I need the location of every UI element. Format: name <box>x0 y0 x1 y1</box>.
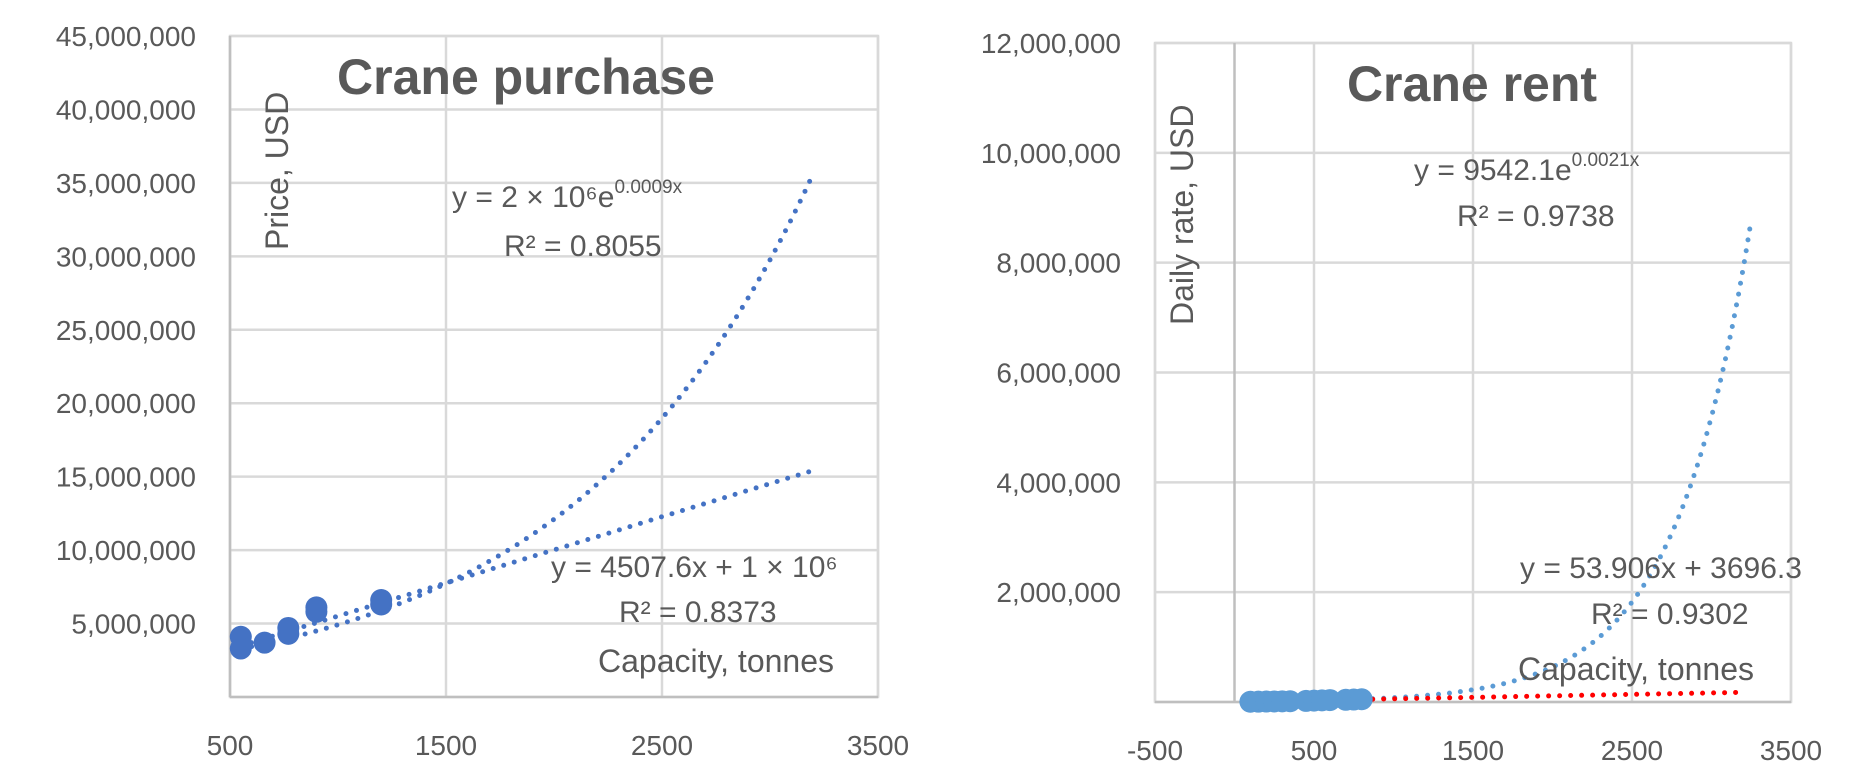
purchase-data-point <box>277 616 300 639</box>
rent-x-tick-label: 500 <box>1291 735 1338 766</box>
purchase-y-tick-label: 5,000,000 <box>71 609 196 640</box>
purchase-y-tick-label: 40,000,000 <box>56 94 196 125</box>
rent-x-tick-label: 3500 <box>1760 735 1822 766</box>
purchase-y-tick-label: 15,000,000 <box>56 462 196 493</box>
rent-data-point <box>1350 688 1373 711</box>
purchase-linear-equation: y = 4507.6x + 1 × 10⁶ <box>551 551 838 584</box>
purchase-data-points <box>229 589 393 660</box>
purchase-y-tick-label: 25,000,000 <box>56 315 196 346</box>
rent-y-tick-label: 2,000,000 <box>996 577 1121 608</box>
purchase-y-tick-label: 10,000,000 <box>56 535 196 566</box>
rent-linear-trendline <box>1359 689 1746 702</box>
purchase-exponential-trendline <box>238 171 816 652</box>
purchase-grid <box>228 34 880 697</box>
purchase-chart-title: Crane purchase <box>337 49 715 105</box>
purchase-x-tick-label: 500 <box>207 730 254 761</box>
purchase-x-axis-title: Capacity, tonnes <box>598 643 834 679</box>
purchase-data-point <box>253 631 276 654</box>
rent-data-point <box>1318 689 1341 712</box>
rent-y-tick-label: 4,000,000 <box>996 467 1121 498</box>
purchase-trendlines <box>238 171 816 652</box>
purchase-x-tick-label: 1500 <box>415 730 477 761</box>
rent-data-point <box>1279 690 1302 713</box>
rent-trendlines <box>1359 217 1754 702</box>
purchase-exp-r2: R² = 0.8055 <box>504 230 662 263</box>
purchase-exp-equation-base: y = 2 × 10⁶e <box>452 181 614 214</box>
rent-exp-equation-base: y = 9542.1e <box>1414 154 1572 187</box>
purchase-data-point <box>370 589 393 612</box>
rent-x-axis-title: Capacity, tonnes <box>1518 651 1754 687</box>
rent-y-tick-label: 12,000,000 <box>981 28 1121 59</box>
rent-chart-title: Crane rent <box>1347 56 1597 112</box>
purchase-exp-equation-exponent: 0.0009x <box>614 177 682 198</box>
purchase-plot-area <box>228 34 880 699</box>
crane-purchase-chart: 5,000,000 10,000,000 15,000,000 20,000,000 2… <box>56 21 909 761</box>
rent-y-axis-title: Daily rate, USD <box>1164 105 1200 326</box>
rent-exponential-trendline <box>1359 217 1754 702</box>
purchase-x-tick-label: 2500 <box>631 730 693 761</box>
purchase-linear-trendline <box>238 469 812 649</box>
rent-y-tick-label: 10,000,000 <box>981 138 1121 169</box>
purchase-y-tick-label: 30,000,000 <box>56 241 196 272</box>
purchase-tick-labels: 5,000,000 10,000,000 15,000,000 20,000,000 2… <box>56 21 909 761</box>
rent-linear-r2: R² = 0.9302 <box>1591 598 1749 631</box>
rent-data-points <box>1239 688 1373 713</box>
crane-rent-chart: 2,000,000 4,000,000 6,000,000 8,000,000 10,0… <box>981 28 1822 766</box>
purchase-y-tick-label: 45,000,000 <box>56 21 196 52</box>
purchase-x-tick-label: 3500 <box>847 730 909 761</box>
purchase-data-point <box>229 637 252 660</box>
rent-y-tick-label: 6,000,000 <box>996 358 1121 389</box>
purchase-exp-equation: y = 2 × 10⁶e0.0009x <box>452 177 683 214</box>
purchase-linear-r2: R² = 0.8373 <box>619 596 777 629</box>
rent-x-tick-label: 1500 <box>1442 735 1504 766</box>
rent-exp-equation-exponent: 0.0021x <box>1572 150 1640 171</box>
rent-exp-equation: y = 9542.1e0.0021x <box>1414 150 1640 187</box>
purchase-plot-border <box>228 34 880 699</box>
rent-x-tick-label: 2500 <box>1601 735 1663 766</box>
purchase-y-axis-title: Price, USD <box>259 92 295 250</box>
purchase-y-tick-label: 20,000,000 <box>56 388 196 419</box>
rent-exp-r2: R² = 0.9738 <box>1457 200 1615 233</box>
rent-y-tick-label: 8,000,000 <box>996 248 1121 279</box>
rent-tick-labels: 2,000,000 4,000,000 6,000,000 8,000,000 10,0… <box>981 28 1822 766</box>
purchase-y-tick-label: 35,000,000 <box>56 168 196 199</box>
rent-x-tick-label: -500 <box>1127 735 1183 766</box>
rent-linear-equation: y = 53.906x + 3696.3 <box>1520 552 1802 585</box>
purchase-data-point <box>305 596 328 619</box>
